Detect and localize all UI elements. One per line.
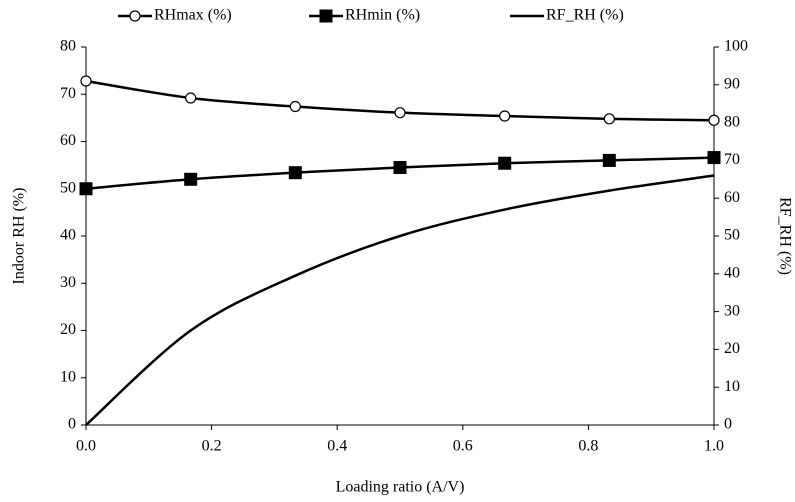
y-tick-label: 70 (60, 85, 76, 102)
marker (708, 114, 720, 126)
y-tick-label: 80 (60, 38, 76, 55)
y-axis-title: Indoor RH (%) (11, 188, 28, 285)
y2-tick-label: 80 (724, 113, 740, 130)
marker (602, 153, 616, 167)
y2-tick-label: 70 (724, 151, 740, 168)
x-tick-label: 1.0 (704, 438, 724, 455)
y2-tick-label: 0 (724, 416, 732, 433)
marker (394, 107, 406, 119)
marker (707, 151, 721, 165)
y-tick-label: 40 (60, 227, 76, 244)
y-tick-label: 30 (60, 274, 76, 291)
x-tick-label: 0.4 (327, 438, 347, 455)
marker (603, 113, 615, 125)
marker (288, 166, 302, 180)
y-tick-label: 0 (68, 416, 76, 433)
y2-tick-label: 30 (724, 302, 740, 319)
legend-label: RHmin (%) (345, 7, 420, 24)
x-tick-label: 0.6 (453, 438, 473, 455)
marker (80, 75, 92, 87)
marker (393, 160, 407, 174)
marker (184, 172, 198, 186)
marker (185, 92, 197, 104)
y-tick-label: 50 (60, 179, 76, 196)
marker (498, 156, 512, 170)
x-tick-label: 0.2 (202, 438, 222, 455)
y2-tick-label: 40 (724, 264, 740, 281)
y2-tick-label: 10 (724, 378, 740, 395)
x-tick-label: 0.0 (76, 438, 96, 455)
series-line (85, 174, 715, 426)
y2-axis-title: RF_RH (%) (776, 197, 793, 275)
marker (289, 100, 301, 113)
legend-label: RHmax (%) (154, 7, 232, 24)
legend-marker (319, 9, 333, 23)
y-tick-label: 10 (60, 368, 76, 385)
marker (79, 182, 93, 196)
x-axis-title: Loading ratio (A/V) (336, 479, 465, 496)
marker (499, 110, 511, 122)
y2-tick-label: 60 (724, 189, 740, 206)
y-tick-label: 20 (60, 321, 76, 338)
y2-tick-label: 20 (724, 340, 740, 357)
y-tick-label: 60 (60, 132, 76, 149)
legend-marker (129, 10, 141, 22)
y2-tick-label: 90 (724, 75, 740, 92)
y2-tick-label: 100 (724, 38, 748, 55)
x-tick-label: 0.8 (578, 438, 598, 455)
legend-label: RF_RH (%) (546, 7, 624, 24)
y2-tick-label: 50 (724, 227, 740, 244)
